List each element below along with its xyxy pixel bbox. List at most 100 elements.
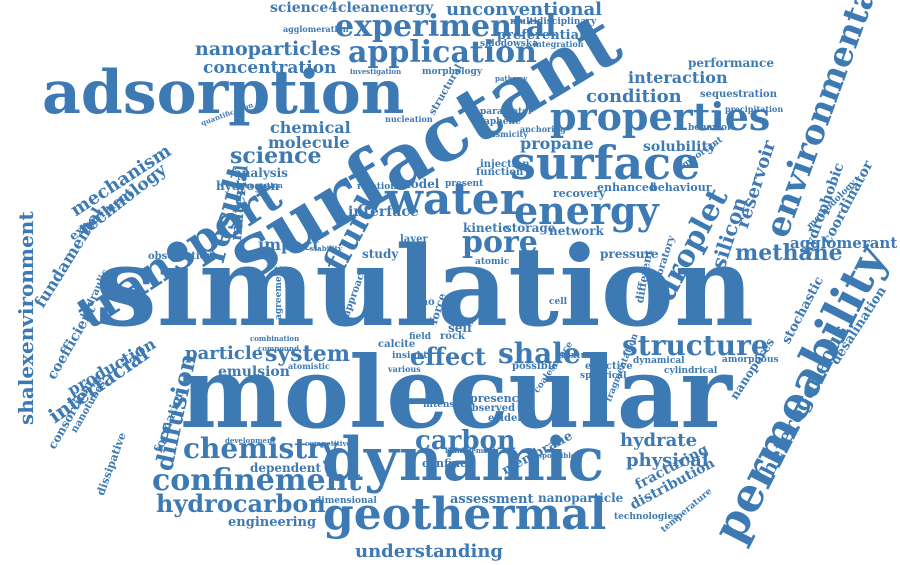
word: behavior xyxy=(688,123,732,133)
word: surface xyxy=(510,136,701,190)
word: graphene xyxy=(473,117,521,127)
word: condition xyxy=(586,86,682,107)
word: pathway xyxy=(495,74,528,83)
word: competitive xyxy=(305,439,351,448)
word: structure xyxy=(622,329,769,362)
word: integration xyxy=(533,39,584,49)
word: atomistic xyxy=(288,361,330,371)
word: impact xyxy=(258,235,320,254)
word: technologies xyxy=(614,512,679,522)
word: intensity xyxy=(423,400,468,410)
word: layer xyxy=(400,234,428,245)
word: dynamic xyxy=(322,425,605,495)
word: confined xyxy=(422,457,475,470)
word: model xyxy=(398,177,440,191)
word: sklodowska xyxy=(480,39,538,49)
word: hydrogen xyxy=(216,179,280,193)
word: function xyxy=(476,167,524,178)
word: development xyxy=(225,436,276,445)
word: investigation xyxy=(350,67,402,76)
word: pore xyxy=(462,225,538,260)
word: science xyxy=(230,143,322,169)
word: compound xyxy=(258,344,299,353)
word: analysis xyxy=(234,166,288,180)
word: responsible xyxy=(530,451,576,460)
word: agglomerant xyxy=(790,234,898,252)
word: observed xyxy=(465,403,516,414)
word: amorphous xyxy=(722,355,779,365)
word: cylindrical xyxy=(664,366,718,376)
word: nucleation xyxy=(385,114,433,124)
word: unconventional xyxy=(446,0,602,20)
word: network xyxy=(549,224,604,238)
word: presence xyxy=(470,392,526,405)
word: nanoparticles xyxy=(195,38,341,60)
word: understanding xyxy=(355,541,503,562)
word: relation xyxy=(357,182,397,192)
word: science4cleanenergy xyxy=(270,0,434,16)
word: experimental xyxy=(335,9,557,44)
word: assessment xyxy=(450,492,534,507)
word: hydrate xyxy=(620,430,698,451)
word: sequestration xyxy=(700,89,777,100)
word: interaction xyxy=(628,68,728,87)
word: molecular xyxy=(180,336,732,451)
word: particle xyxy=(185,343,264,364)
word: performance xyxy=(688,56,774,70)
word: methane xyxy=(735,240,843,266)
word: kinetic xyxy=(463,221,510,235)
word: combination xyxy=(250,334,300,343)
word: chemical xyxy=(270,118,351,137)
word: enhanced xyxy=(597,181,657,194)
word: possible xyxy=(512,361,558,372)
word: seismicity xyxy=(483,129,528,139)
word: agreement xyxy=(274,265,284,320)
word: cell xyxy=(549,297,568,307)
word: molecule xyxy=(268,133,350,152)
word: dissipative xyxy=(94,430,129,498)
word: interface xyxy=(348,204,419,220)
word: field xyxy=(409,332,431,342)
word: behaviour xyxy=(650,181,712,194)
word: hydrocarbon xyxy=(156,489,326,518)
word: emulsion xyxy=(218,364,290,380)
word: self xyxy=(448,321,473,335)
word: carbon xyxy=(415,426,516,456)
word: atomic xyxy=(475,257,510,267)
word: storage xyxy=(505,221,556,235)
word: mixture xyxy=(558,351,598,361)
word: anchoring xyxy=(520,124,566,134)
word: study xyxy=(362,247,399,261)
word: adsorption xyxy=(42,58,405,128)
word: water xyxy=(385,174,523,225)
word: confinement xyxy=(152,463,362,498)
word: parameter xyxy=(480,107,533,117)
word: observation xyxy=(148,251,214,262)
word: various xyxy=(388,364,421,374)
word: generation xyxy=(240,181,283,190)
word: morphology xyxy=(422,67,483,77)
word: application xyxy=(348,35,537,70)
word: effect xyxy=(410,342,486,371)
word: dynamical xyxy=(633,356,685,366)
word: chemistry xyxy=(183,432,339,465)
word: preferential xyxy=(497,28,584,43)
word: agglomeration xyxy=(283,24,349,34)
word: physical xyxy=(626,450,709,471)
word: engineering xyxy=(228,515,317,530)
word: shalexenvironment xyxy=(14,211,38,425)
word: solubility xyxy=(643,139,717,155)
word: recovery xyxy=(553,187,606,200)
word: shale xyxy=(498,337,581,370)
word: concentration xyxy=(203,58,337,78)
word: dimensional xyxy=(315,496,377,506)
word: simulation xyxy=(95,222,755,351)
word: effective xyxy=(585,361,633,372)
word: system xyxy=(265,341,350,367)
word: properties xyxy=(550,94,771,139)
word: propane xyxy=(520,134,594,153)
word: stability xyxy=(310,244,342,253)
word: rock xyxy=(440,331,465,342)
word: nano xyxy=(407,297,435,308)
